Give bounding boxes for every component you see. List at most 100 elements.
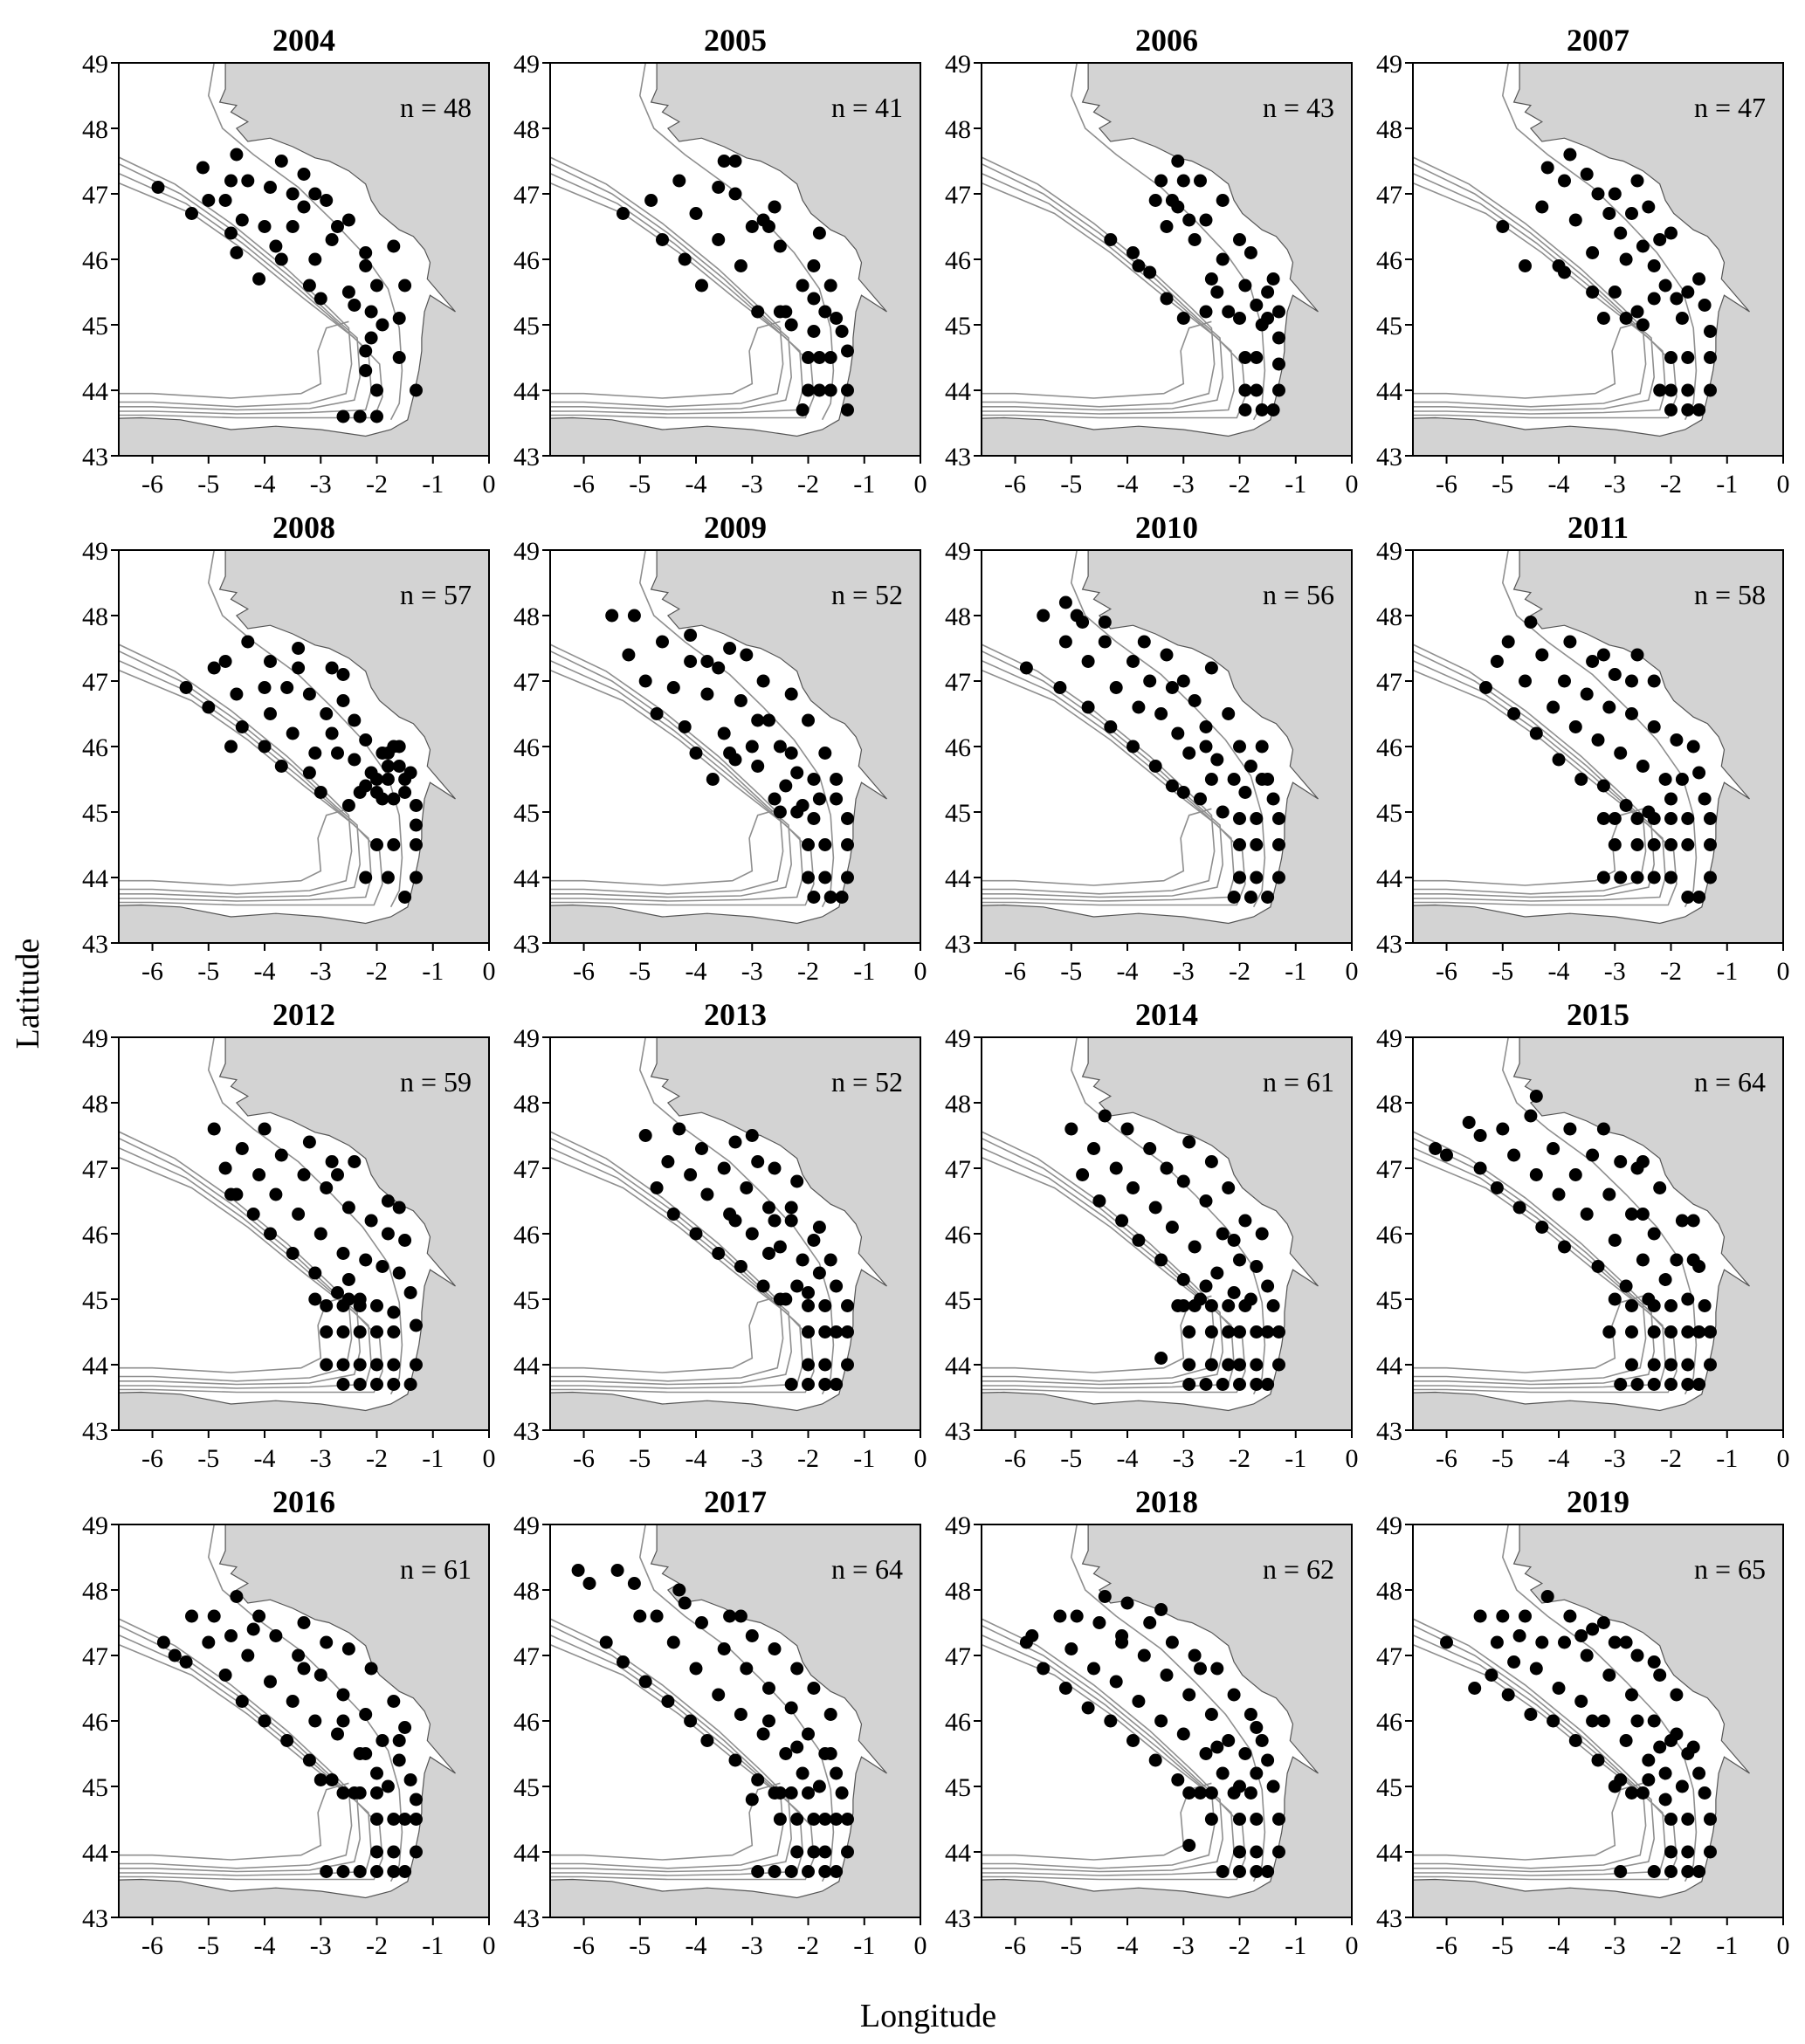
- x-tick-label: -6: [141, 470, 163, 499]
- y-tick-label: 49: [82, 537, 108, 566]
- station-point: [403, 1378, 417, 1391]
- station-point: [1681, 891, 1695, 904]
- station-point: [353, 1325, 367, 1339]
- y-tick-label: 44: [82, 1839, 108, 1868]
- station-point: [1535, 1221, 1549, 1234]
- station-point: [1664, 838, 1678, 851]
- x-tick-label: -3: [741, 957, 763, 986]
- station-point: [168, 1648, 182, 1662]
- station-point: [286, 187, 300, 201]
- station-point: [1266, 1779, 1280, 1793]
- y-tick-label: 47: [1376, 668, 1402, 697]
- x-tick-label: -6: [1004, 1931, 1026, 1960]
- station-point: [308, 1292, 322, 1306]
- station-point: [1233, 1813, 1246, 1826]
- station-point: [835, 325, 849, 338]
- station-point: [1642, 1773, 1656, 1786]
- station-point: [672, 1583, 686, 1597]
- station-point: [1540, 1590, 1554, 1603]
- sample-count-label: n = 52: [831, 579, 903, 610]
- x-tick-label: -4: [1548, 957, 1570, 986]
- isobath-line-3: [1413, 172, 1666, 415]
- y-tick-label: 46: [82, 246, 108, 275]
- station-point: [1160, 648, 1174, 662]
- isobath-line-6: [550, 1782, 781, 1861]
- y-tick-label: 44: [945, 1352, 971, 1380]
- isobath-line-3: [550, 659, 803, 902]
- map-panel-2019: 2019 n = 65 -6 -5 -4 -3 -2 -1 0 43 44 45 46 47 48 49: [1376, 1484, 1790, 1960]
- x-tick-label: -2: [797, 470, 819, 499]
- station-point: [796, 1253, 809, 1267]
- station-point: [706, 773, 720, 786]
- station-point: [375, 318, 389, 332]
- station-point: [1529, 1168, 1543, 1181]
- y-tick-label: 48: [82, 1090, 108, 1118]
- y-tick-label: 45: [513, 1773, 540, 1802]
- x-tick-label: -6: [141, 1931, 163, 1960]
- x-tick-label: -5: [629, 957, 651, 986]
- station-point: [723, 642, 737, 655]
- x-tick-label: -4: [1548, 1444, 1570, 1473]
- station-point: [1692, 1325, 1706, 1339]
- isobath-line-3: [119, 659, 372, 902]
- y-tick-label: 43: [1376, 930, 1402, 959]
- station-point: [644, 194, 658, 207]
- station-point: [381, 760, 395, 773]
- station-point: [1115, 1214, 1129, 1228]
- isobath-line-5: [638, 63, 835, 421]
- station-point: [1171, 155, 1185, 168]
- station-point: [1625, 674, 1638, 688]
- station-point: [331, 1168, 344, 1181]
- station-point: [841, 838, 854, 851]
- station-point: [218, 194, 232, 207]
- station-point: [151, 181, 165, 194]
- y-tick-label: 47: [82, 1155, 108, 1184]
- station-point: [1681, 1813, 1695, 1826]
- station-point: [1552, 1682, 1566, 1695]
- station-point: [841, 1358, 854, 1372]
- station-point: [241, 174, 255, 188]
- station-point: [1664, 1299, 1678, 1312]
- station-point: [841, 1325, 854, 1339]
- station-point: [1081, 1701, 1095, 1715]
- station-point: [353, 409, 367, 423]
- y-tick-label: 45: [513, 1286, 540, 1315]
- station-point: [695, 1616, 708, 1629]
- y-tick-label: 48: [82, 1577, 108, 1606]
- station-point: [627, 609, 641, 623]
- station-point: [779, 1747, 793, 1760]
- station-point: [1580, 687, 1594, 701]
- station-point: [286, 1247, 300, 1260]
- station-point: [1154, 1714, 1168, 1728]
- isobath-line-5: [1070, 63, 1266, 421]
- station-point: [387, 1865, 401, 1878]
- station-point: [1143, 674, 1157, 688]
- isobath-line-2: [119, 1624, 362, 1873]
- station-point: [1176, 674, 1190, 688]
- x-tick-label: 0: [1777, 1444, 1790, 1473]
- x-tick-label: -2: [1660, 1931, 1682, 1960]
- station-point: [308, 187, 322, 201]
- y-tick-label: 44: [513, 1352, 540, 1380]
- station-point: [1653, 1740, 1667, 1754]
- station-point: [336, 1325, 350, 1339]
- station-point: [1204, 1155, 1218, 1168]
- station-point: [790, 1813, 804, 1826]
- isobath-line-4: [550, 669, 815, 906]
- station-point: [841, 344, 854, 358]
- y-tick-label: 47: [945, 181, 971, 210]
- station-point: [712, 1247, 726, 1260]
- station-point: [218, 1669, 232, 1682]
- x-tick-label: -4: [254, 1444, 276, 1473]
- y-tick-label: 46: [945, 246, 971, 275]
- x-tick-label: -1: [853, 1444, 875, 1473]
- map-panel-2013: 2013 n = 52 -6 -5 -4 -3 -2 -1 0 43 44 45 46 47 48 49: [513, 997, 927, 1473]
- isobath-line-2: [119, 650, 362, 898]
- y-tick-label: 43: [945, 1904, 971, 1933]
- station-point: [768, 1642, 782, 1655]
- x-tick-label: 0: [1346, 1931, 1359, 1960]
- station-point: [341, 1642, 355, 1655]
- station-point: [1580, 1208, 1594, 1221]
- station-point: [751, 760, 765, 773]
- station-point: [1261, 1279, 1275, 1293]
